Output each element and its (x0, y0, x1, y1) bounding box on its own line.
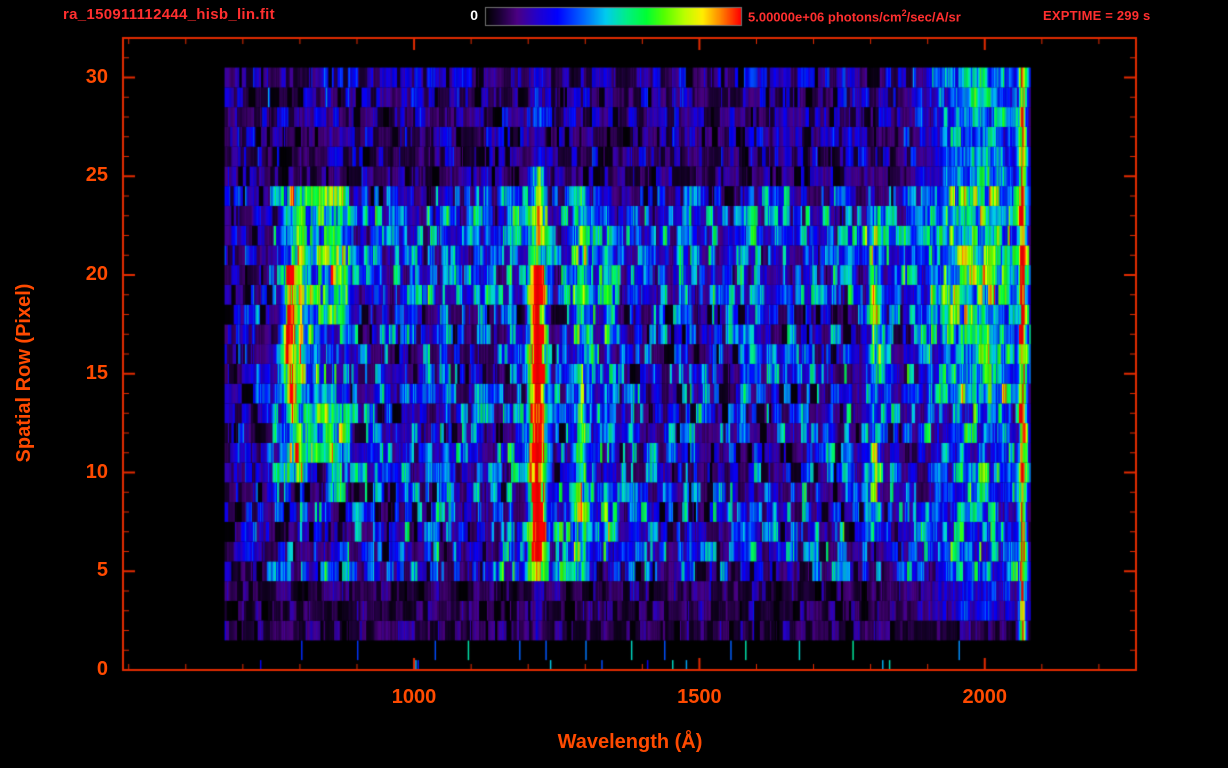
colorbar-max-label-prefix: 5.00000e+06 photons/cm (748, 9, 902, 25)
colorbar-max-label: 5.00000e+06 photons/cm2/sec/A/sr (748, 8, 961, 25)
x-tick-label: 2000 (962, 686, 1008, 708)
y-tick-label: 15 (85, 361, 108, 384)
x-tick-label: 1000 (391, 686, 437, 708)
x-axis-title: Wavelength (Å) (557, 731, 703, 753)
colorbar-max-label-superscript: 2 (901, 8, 907, 18)
filename-title: ra_150911112444_hisb_lin.fit (63, 6, 275, 23)
exptime-label: EXPTIME = 299 s (1043, 8, 1151, 23)
colorbar-max-label-suffix: /sec/A/sr (906, 9, 961, 25)
y-tick-label: 10 (85, 460, 108, 483)
y-tick-label: 25 (85, 164, 108, 187)
y-tick-label: 0 (96, 658, 108, 680)
y-axis-title: Spatial Row (Pixel) (13, 283, 35, 463)
y-tick-label: 5 (96, 559, 108, 582)
y-tick-label: 20 (85, 263, 108, 285)
colorbar-min-label: 0 (470, 7, 478, 23)
x-tick-label: 1500 (677, 686, 722, 708)
y-tick-label: 30 (85, 65, 108, 88)
